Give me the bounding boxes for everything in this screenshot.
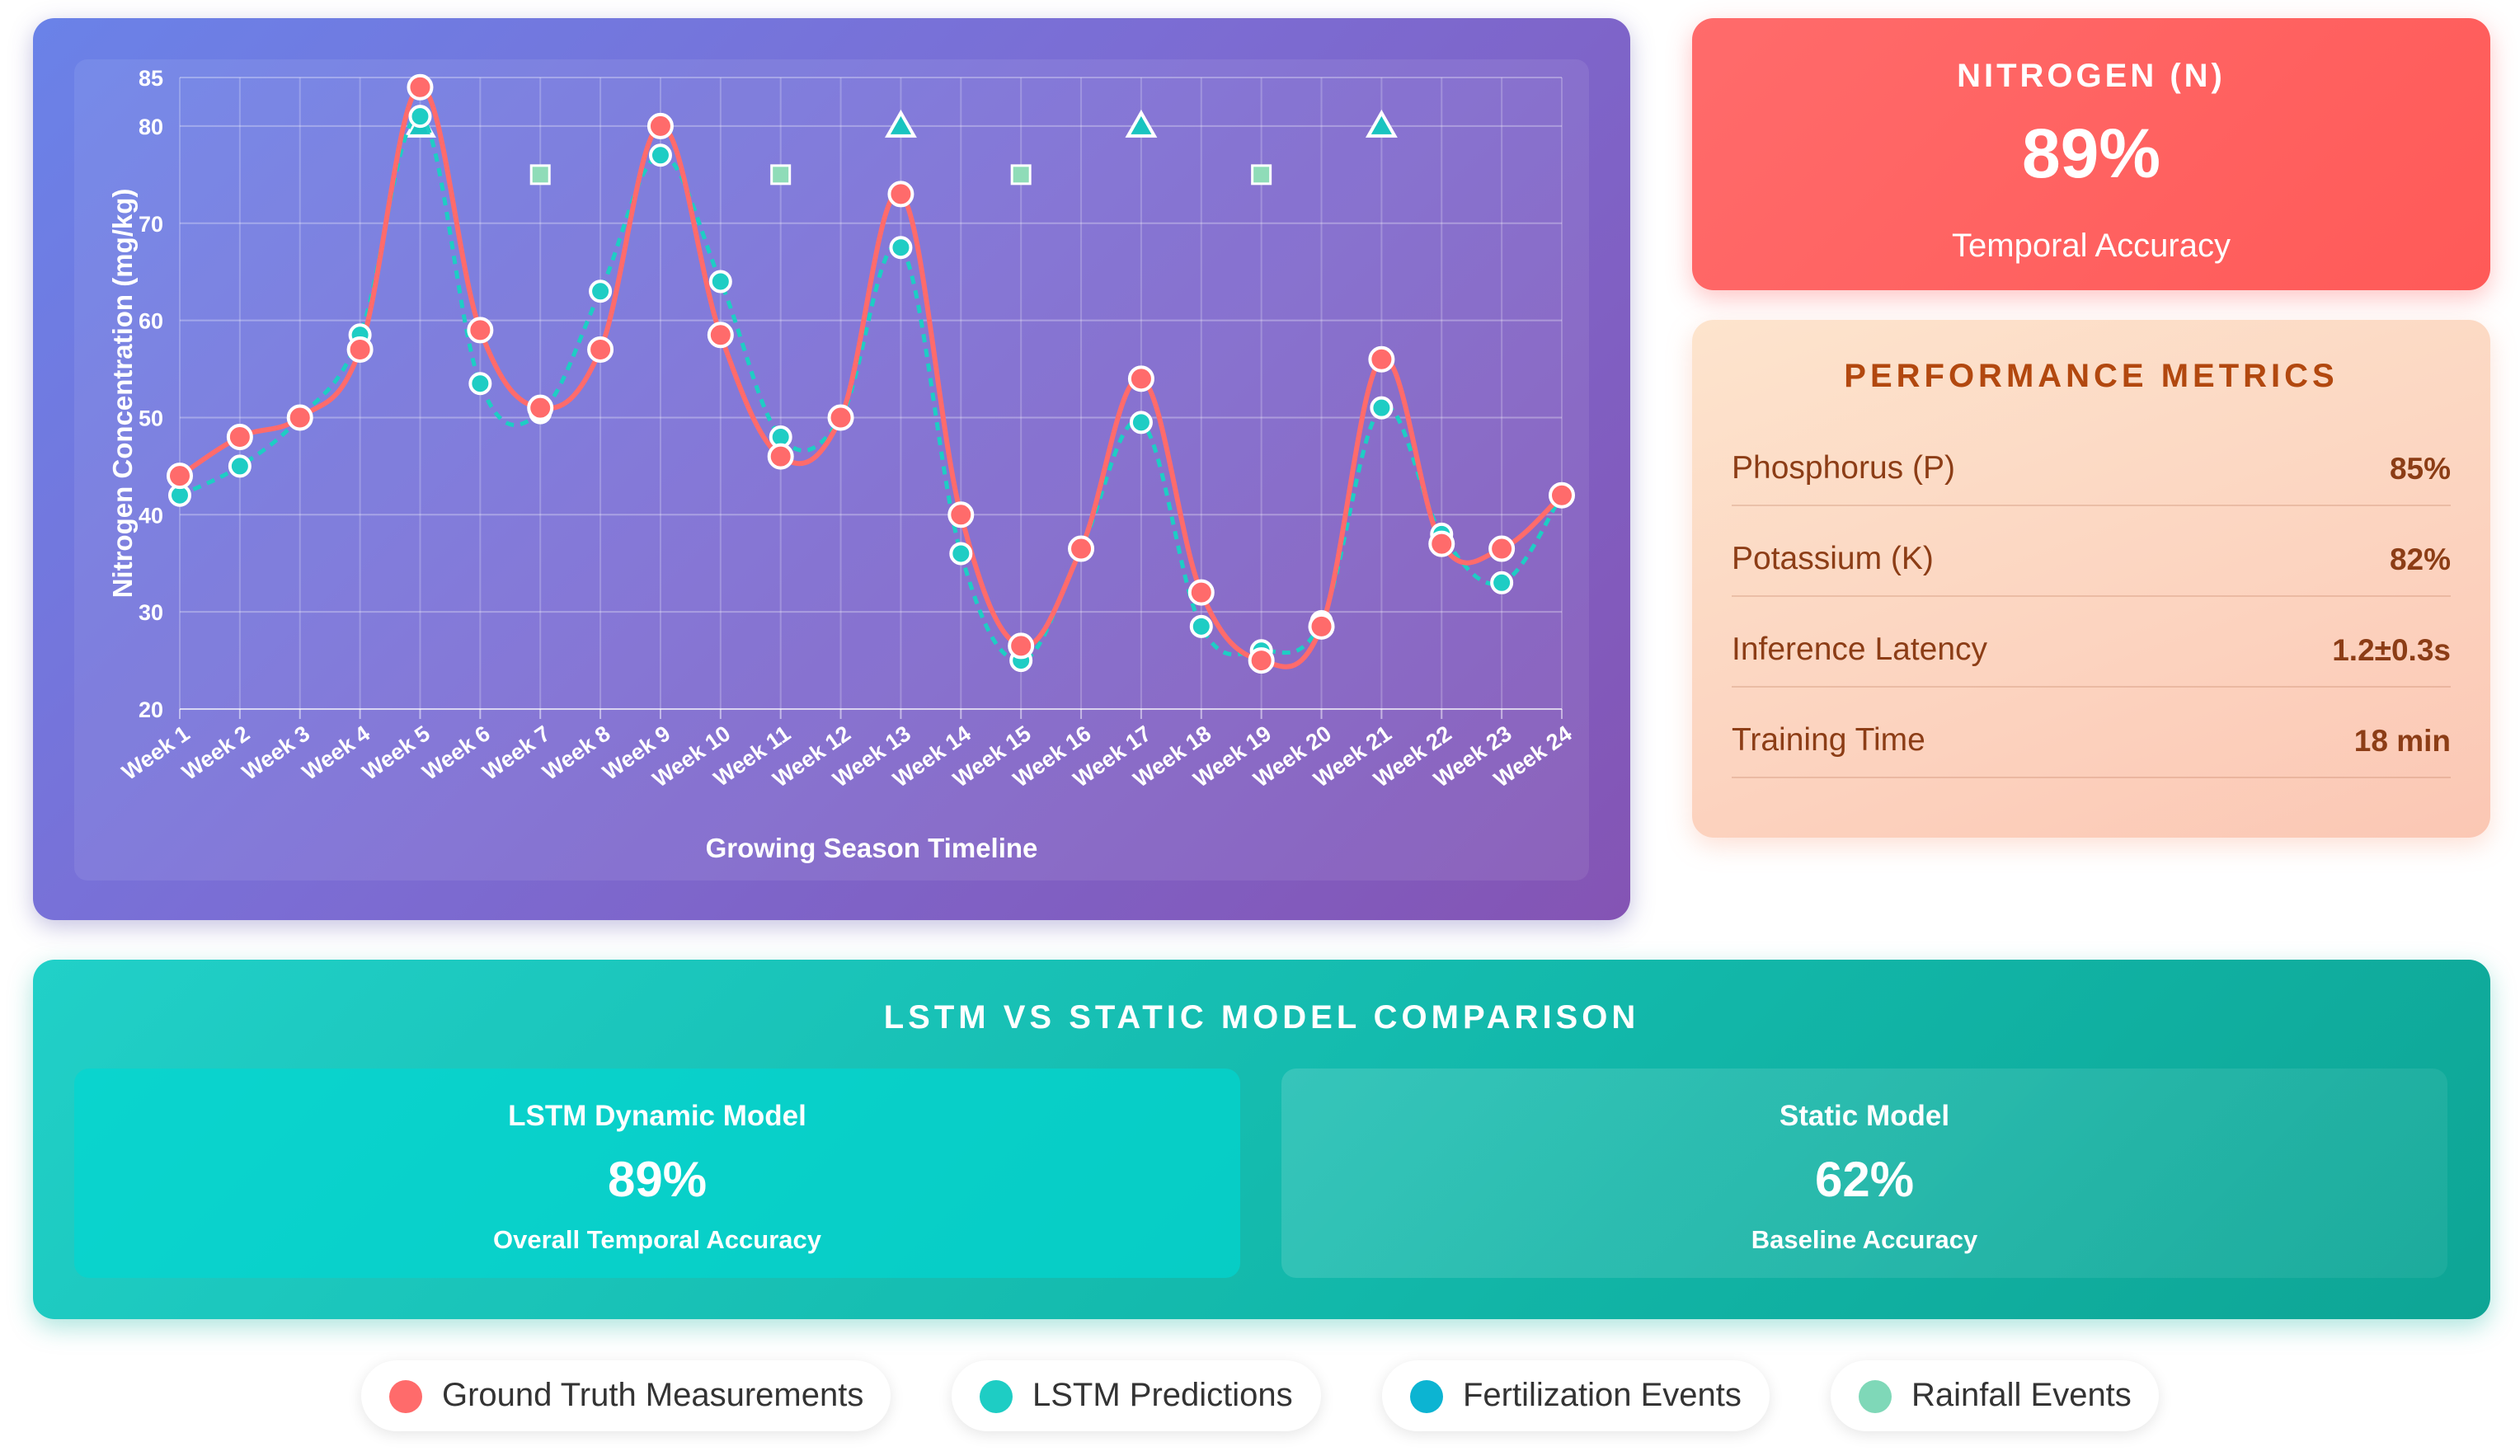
lstm-prediction-point bbox=[648, 143, 672, 167]
ground-truth-dot-icon bbox=[389, 1380, 422, 1413]
ground-truth-line bbox=[178, 84, 1564, 669]
y-tick-label: 80 bbox=[139, 115, 163, 139]
fertilization-event-marker bbox=[1125, 109, 1158, 138]
ground-truth-point bbox=[1488, 535, 1516, 562]
lstm-model-name: LSTM Dynamic Model bbox=[508, 1100, 806, 1132]
y-tick-label: 85 bbox=[139, 66, 163, 91]
performance-metrics-card: PERFORMANCE METRICS Phosphorus (P) 85% P… bbox=[1692, 320, 2490, 838]
lstm-prediction-point bbox=[889, 236, 913, 260]
ground-truth-point bbox=[1068, 535, 1095, 562]
lstm-model-value: 89% bbox=[607, 1152, 708, 1207]
ground-truth-point bbox=[1127, 365, 1154, 392]
y-tick-label: 20 bbox=[139, 697, 163, 722]
lstm-model-box: LSTM Dynamic Model 89% Overall Temporal … bbox=[74, 1069, 1240, 1278]
lstm-prediction-point bbox=[408, 105, 432, 129]
ground-truth-point bbox=[1368, 345, 1395, 373]
rainfall-event-marker bbox=[529, 164, 551, 186]
legend-item-fertilization[interactable]: Fertilization Events bbox=[1382, 1360, 1770, 1431]
ground-truth-point bbox=[167, 463, 193, 490]
model-comparison-panel: LSTM VS STATIC MODEL COMPARISON LSTM Dyn… bbox=[33, 960, 2490, 1319]
ground-truth-point bbox=[1008, 632, 1035, 660]
lstm-model-desc: Overall Temporal Accuracy bbox=[492, 1225, 822, 1254]
ground-truth-point bbox=[346, 336, 374, 363]
y-tick-label: 60 bbox=[139, 309, 163, 334]
ground-truth-point bbox=[767, 443, 794, 470]
metric-value: 1.2±0.3s bbox=[2332, 633, 2451, 667]
lstm-prediction-point bbox=[1490, 571, 1514, 594]
legend-label: Rainfall Events bbox=[1911, 1377, 2132, 1413]
ground-truth-point bbox=[646, 112, 674, 139]
metric-value: 18 min bbox=[2353, 724, 2451, 758]
nitrogen-accuracy-card: NITROGEN (N) 89% Temporal Accuracy bbox=[1692, 18, 2490, 290]
ground-truth-point bbox=[1308, 613, 1335, 640]
ground-truth-point bbox=[827, 404, 854, 431]
metric-row-latency: Inference Latency 1.2±0.3s bbox=[1732, 597, 2451, 688]
ground-truth-point bbox=[286, 404, 313, 431]
ground-truth-point bbox=[1428, 530, 1455, 557]
legend-label: Ground Truth Measurements bbox=[442, 1377, 864, 1413]
lstm-prediction-point bbox=[949, 542, 973, 566]
fertilization-dot-icon bbox=[1410, 1380, 1443, 1413]
y-tick-label: 30 bbox=[139, 600, 163, 625]
y-tick-label: 70 bbox=[139, 212, 163, 237]
ground-truth-point bbox=[407, 73, 434, 101]
metric-label: Potassium (K) bbox=[1732, 541, 1934, 576]
metric-row-training-time: Training Time 18 min bbox=[1732, 688, 2451, 778]
x-axis-title: Growing Season Timeline bbox=[706, 833, 1038, 863]
ground-truth-point bbox=[707, 322, 734, 349]
comparison-title: LSTM VS STATIC MODEL COMPARISON bbox=[883, 999, 1640, 1036]
chart-plot-background bbox=[74, 59, 1589, 881]
y-axis-title: Nitrogen Concentration (mg/kg) bbox=[107, 189, 138, 599]
metric-row-potassium: Potassium (K) 82% bbox=[1732, 506, 2451, 597]
ground-truth-point bbox=[587, 336, 614, 363]
lstm-prediction-point bbox=[468, 372, 492, 396]
fertilization-event-marker bbox=[1365, 109, 1398, 138]
static-model-name: Static Model bbox=[1779, 1100, 1950, 1132]
lstm-prediction-point bbox=[1189, 614, 1213, 638]
y-tick-label: 40 bbox=[139, 503, 163, 528]
nitrogen-title: NITROGEN (N) bbox=[1957, 58, 2226, 94]
metric-label: Inference Latency bbox=[1732, 632, 1988, 667]
legend-item-ground-truth[interactable]: Ground Truth Measurements bbox=[361, 1360, 891, 1431]
rainfall-dot-icon bbox=[1859, 1380, 1892, 1413]
rainfall-event-marker bbox=[770, 164, 792, 186]
metrics-title: PERFORMANCE METRICS bbox=[1844, 358, 2339, 394]
ground-truth-point bbox=[1248, 647, 1275, 674]
metric-value: 82% bbox=[2389, 542, 2451, 576]
lstm-prediction-point bbox=[1370, 396, 1394, 420]
rainfall-event-marker bbox=[1251, 164, 1272, 186]
static-model-desc: Baseline Accuracy bbox=[1751, 1225, 1978, 1254]
fertilization-event-marker bbox=[884, 109, 917, 138]
lstm-prediction-point bbox=[228, 454, 252, 478]
ground-truth-point bbox=[887, 181, 914, 208]
rainfall-event-marker bbox=[1010, 164, 1032, 186]
metric-label: Phosphorus (P) bbox=[1732, 450, 1955, 486]
static-model-value: 62% bbox=[1814, 1152, 1915, 1207]
static-model-box: Static Model 62% Baseline Accuracy bbox=[1281, 1069, 2447, 1278]
ground-truth-point bbox=[1549, 481, 1575, 509]
nitrogen-subtitle: Temporal Accuracy bbox=[1952, 228, 2231, 264]
lstm-prediction-point bbox=[1129, 411, 1153, 434]
lstm-dot-icon bbox=[980, 1380, 1013, 1413]
ground-truth-point bbox=[226, 424, 253, 451]
nitrogen-value: 89% bbox=[2021, 115, 2161, 192]
metric-value: 85% bbox=[2389, 452, 2451, 486]
legend-item-lstm[interactable]: LSTM Predictions bbox=[952, 1360, 1321, 1431]
metric-row-phosphorus: Phosphorus (P) 85% bbox=[1732, 416, 2451, 506]
y-tick-label: 50 bbox=[139, 406, 163, 430]
lstm-prediction-point bbox=[708, 270, 732, 294]
ground-truth-point bbox=[467, 317, 494, 344]
ground-truth-point bbox=[947, 501, 975, 528]
legend-item-rainfall[interactable]: Rainfall Events bbox=[1831, 1360, 2159, 1431]
ground-truth-point bbox=[1187, 579, 1215, 606]
chart-panel: 20 30 40 50 60 70 80 85 Week 1 Week 2 Week 3 Week 4… bbox=[33, 18, 1630, 920]
ground-truth-point bbox=[527, 394, 554, 421]
metric-label: Training Time bbox=[1732, 722, 1925, 758]
legend-label: Fertilization Events bbox=[1463, 1377, 1742, 1413]
lstm-prediction-point bbox=[589, 279, 613, 303]
legend-label: LSTM Predictions bbox=[1032, 1377, 1293, 1413]
